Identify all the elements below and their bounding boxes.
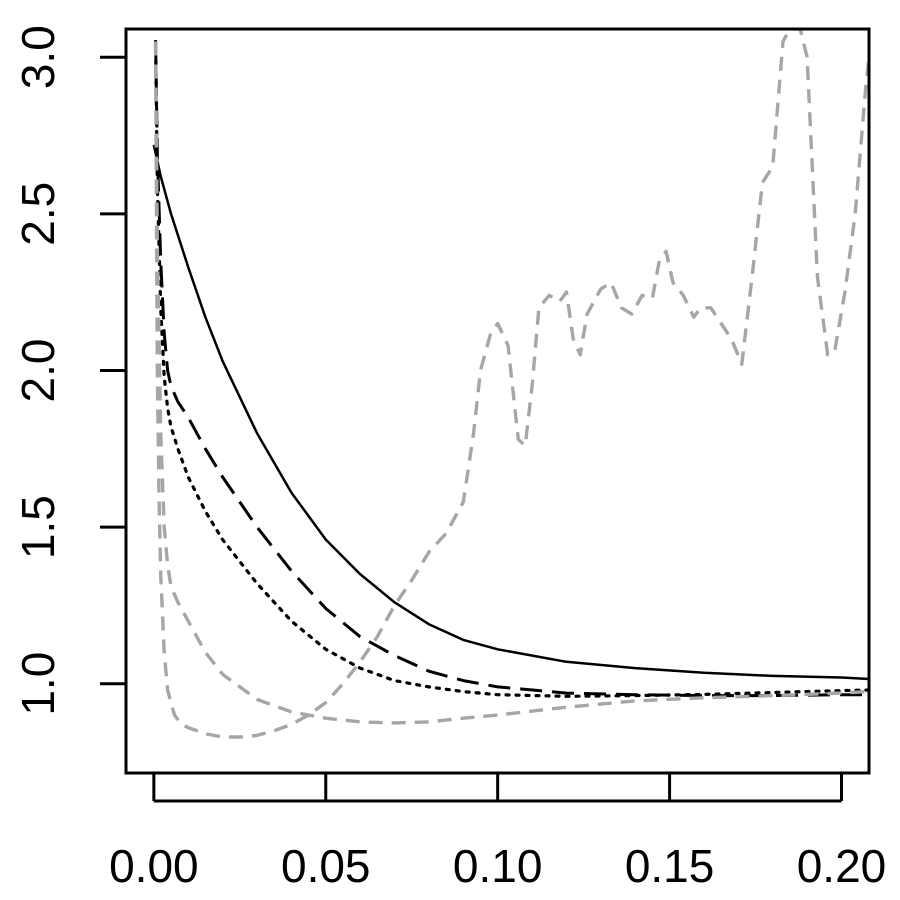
- y-tick-label: 1.5: [12, 495, 64, 559]
- y-tick-label: 1.0: [12, 652, 64, 716]
- series-5-line: [153, 29, 869, 739]
- series-3-line: [154, 39, 869, 698]
- series-2-line: [154, 41, 869, 698]
- y-axis: 1.0 1.5 2.0 2.5 3.0: [12, 25, 126, 716]
- series-1-line: [152, 144, 869, 681]
- x-tick-label: 0.05: [281, 840, 371, 892]
- y-tick-label: 2.0: [12, 339, 64, 403]
- x-tick-label: 0.20: [797, 840, 887, 892]
- y-tick-label: 3.0: [12, 25, 64, 89]
- series-4-line: [153, 41, 869, 725]
- x-tick-label: 0.10: [453, 840, 543, 892]
- series-layer: [152, 29, 869, 739]
- y-tick-label: 2.5: [12, 182, 64, 246]
- x-tick-label: 0.15: [625, 840, 715, 892]
- x-axis: 0.00 0.05 0.10 0.15 0.20: [109, 773, 886, 892]
- x-tick-label: 0.00: [109, 840, 199, 892]
- plot-frame: [124, 27, 871, 775]
